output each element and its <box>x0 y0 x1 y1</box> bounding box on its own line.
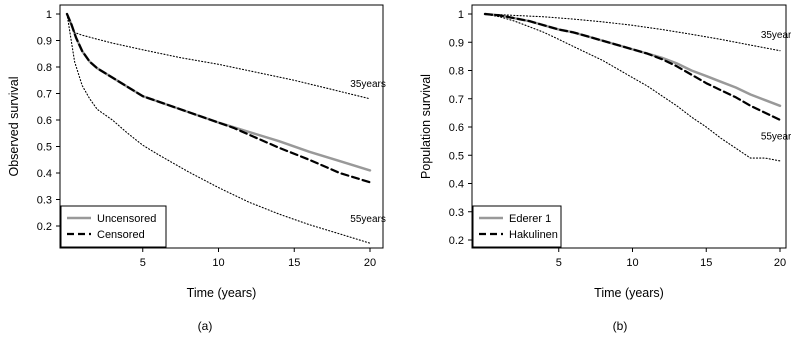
y-tick-label: 0.5 <box>37 142 52 154</box>
y-tick-label: 0.8 <box>37 62 52 74</box>
y-axis-title: Population survival <box>419 74 433 179</box>
panel-caption: (b) <box>613 319 628 333</box>
legend-label: Censored <box>97 229 145 241</box>
series-line-hakulinen <box>483 12 782 121</box>
x-tick-label: 20 <box>364 257 376 269</box>
series-line-35years <box>66 13 371 100</box>
y-tick-label: 1 <box>46 9 52 21</box>
panel-caption: (a) <box>198 319 213 333</box>
x-tick-label: 20 <box>774 257 786 269</box>
x-tick-label: 10 <box>626 257 638 269</box>
y-axis-title: Observed survival <box>7 76 21 176</box>
legend-box <box>60 205 167 248</box>
plot-frame <box>59 4 384 249</box>
y-tick-label: 0.7 <box>449 94 464 106</box>
x-tick-label: 5 <box>556 257 562 269</box>
y-tick-label: 0.7 <box>37 89 52 101</box>
y-tick-label: 0.4 <box>449 179 464 191</box>
x-axis-title: Time (years) <box>594 286 664 300</box>
y-tick-label: 0.4 <box>37 168 52 180</box>
x-axis-title: Time (years) <box>187 286 257 300</box>
y-tick-label: 0.3 <box>449 207 464 219</box>
x-tick-label: 15 <box>288 257 300 269</box>
series-line-censored <box>65 12 372 184</box>
x-tick-label: 10 <box>212 257 224 269</box>
series-annotation: 55years <box>761 132 791 143</box>
y-tick-label: 0.3 <box>37 195 52 207</box>
series-annotation: 35years <box>350 79 386 90</box>
series-line-35years <box>484 13 781 52</box>
legend-label: Hakulinen <box>509 229 558 241</box>
x-tick-label: 15 <box>700 257 712 269</box>
series-line-ederer-1 <box>483 12 782 108</box>
y-tick-label: 0.9 <box>449 37 464 49</box>
series-line-55years <box>484 13 781 162</box>
series-annotation: 35years <box>761 30 791 41</box>
y-tick-label: 0.6 <box>449 122 464 134</box>
legend-label: Ederer 1 <box>509 213 551 225</box>
y-tick-label: 0.2 <box>449 235 464 247</box>
y-tick-label: 1 <box>458 9 464 21</box>
y-tick-label: 0.2 <box>37 221 52 233</box>
legend-label: Uncensored <box>97 213 156 225</box>
y-tick-label: 0.5 <box>449 150 464 162</box>
y-tick-label: 0.8 <box>449 66 464 78</box>
series-annotation: 55years <box>350 214 386 225</box>
x-tick-label: 5 <box>140 257 146 269</box>
series-line-55years <box>66 13 371 244</box>
series-line-uncensored <box>65 12 372 172</box>
y-tick-label: 0.6 <box>37 115 52 127</box>
legend-box <box>472 205 562 248</box>
y-tick-label: 0.9 <box>37 36 52 48</box>
